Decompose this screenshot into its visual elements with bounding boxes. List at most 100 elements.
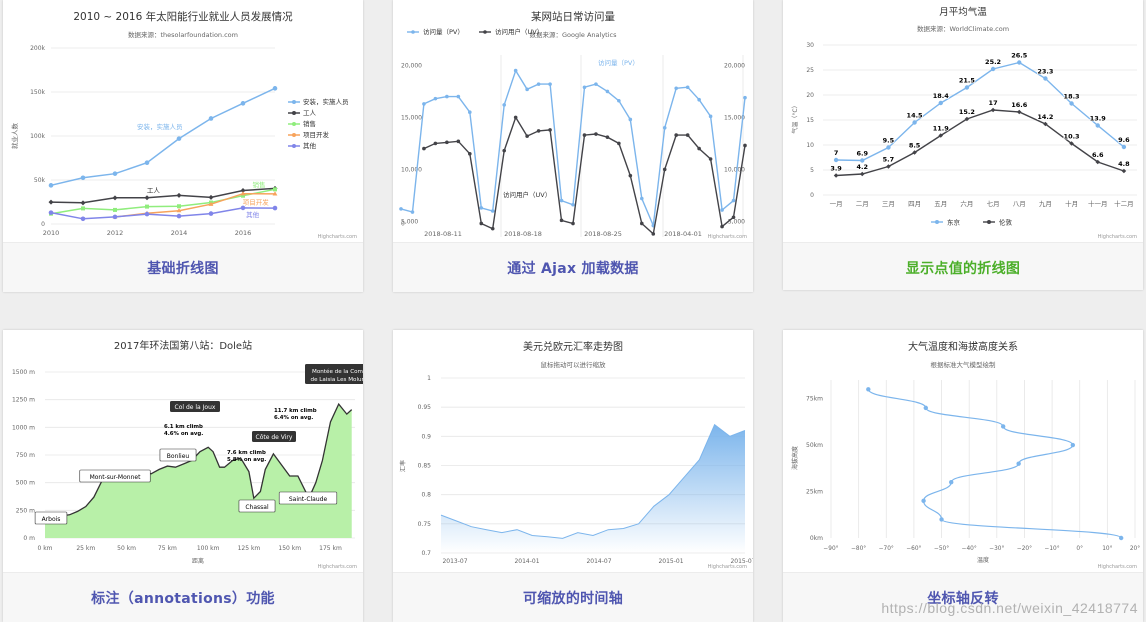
- chart-title: 某网站日常访问量: [531, 10, 615, 23]
- y-tick-label-right: 20,000: [724, 62, 745, 69]
- y-tick-label: 0km: [810, 535, 823, 542]
- y-tick-label-left: 5,000: [401, 218, 418, 225]
- data-point: [582, 85, 587, 90]
- data-label: 4.2: [856, 163, 868, 171]
- data-label: 9.6: [1118, 136, 1130, 144]
- x-tick-label: 2015-07: [730, 558, 753, 565]
- x-tick-label: 二月: [856, 200, 869, 208]
- data-point: [731, 215, 736, 220]
- x-tick-label: 2018-08-25: [584, 230, 622, 238]
- annotation-box: [79, 469, 151, 483]
- annotation-label: Mont-sur-Monnet: [90, 474, 141, 481]
- data-point: [502, 148, 506, 153]
- data-point: [1095, 123, 1100, 128]
- data-label: 17: [989, 99, 998, 107]
- data-point: [720, 224, 724, 229]
- data-point: [479, 221, 484, 226]
- data-point: [112, 214, 118, 220]
- x-tick-label: −50°: [934, 546, 949, 552]
- x-tick-label: 100 km: [197, 545, 220, 552]
- data-point: [685, 85, 690, 90]
- series-line: [400, 68, 746, 229]
- data-point: [240, 101, 246, 106]
- x-tick-label: 2012: [107, 229, 124, 237]
- chart-card-zoomable[interactable]: 美元兑欧元汇率走势图 鼠标拖动可以进行缩放 0.7 0.75 0.8 0.85 0.9 0.9…: [393, 330, 753, 622]
- data-point: [990, 66, 996, 72]
- data-point: [240, 205, 246, 211]
- data-label: 6.6: [1092, 151, 1104, 159]
- data-label: 10.3: [1064, 133, 1080, 141]
- data-point: [176, 192, 182, 198]
- y-tick-label: 50km: [806, 442, 823, 449]
- x-tick-label: 2018-08-11: [424, 230, 462, 238]
- annotation-label: Arbois: [42, 516, 61, 523]
- data-point: [399, 207, 403, 211]
- series-annotation: 销售: [253, 180, 266, 189]
- chart-card-annotations[interactable]: 2017年环法国第八站：Dole站 0 m 250 m 500 m 750 m 1000 …: [3, 330, 363, 622]
- peak-label-box: [305, 364, 363, 384]
- legend-item: 项目开发: [303, 130, 330, 139]
- x-tick-label: −60°: [906, 546, 921, 552]
- x-tick-label: 十月: [1065, 199, 1078, 208]
- data-point: [433, 96, 438, 101]
- data-point: [1121, 144, 1127, 150]
- annotation-box: [238, 499, 276, 513]
- chart-card-inverted[interactable]: 大气温度和海拔高度关系 根据标准大气模型绘制 −90° −80° −70° −60° −50…: [783, 330, 1143, 622]
- y-axis-title: 汇率: [399, 460, 407, 472]
- data-point: [513, 68, 518, 73]
- y-axis-title: 海拔高度: [791, 446, 799, 470]
- y-tick-label-left: 0: [401, 220, 405, 227]
- data-label: 23.3: [1037, 68, 1053, 76]
- data-point: [445, 94, 449, 99]
- series-annotation: 访问量（PV）: [598, 58, 639, 67]
- card-caption[interactable]: 通过 Ajax 加载数据: [393, 242, 753, 292]
- data-point: [1017, 60, 1022, 65]
- chart-credit: Highcharts.com: [708, 564, 747, 570]
- legend-marker: [292, 144, 296, 148]
- y-tick-label: 75km: [806, 396, 823, 403]
- chart-title: 2017年环法国第八站：Dole站: [114, 339, 252, 352]
- x-tick-label: −90°: [823, 546, 838, 552]
- x-tick-label: 九月: [1039, 199, 1052, 208]
- y-tick-label-right: 10,000: [724, 166, 745, 173]
- x-tick-label: 六月: [960, 199, 973, 208]
- peak-label: Côte de Viry: [256, 434, 293, 441]
- data-point: [113, 207, 117, 212]
- x-tick-label: 0 km: [37, 545, 52, 552]
- card-caption[interactable]: 可缩放的时间轴: [393, 572, 753, 622]
- data-point: [272, 191, 278, 196]
- x-tick-label: 20°: [1130, 546, 1140, 552]
- data-point: [886, 164, 891, 169]
- y-tick-label-right: 5,000: [728, 218, 745, 225]
- legend-item: 工人: [303, 109, 317, 117]
- chart-card-ajax[interactable]: 某网站日常访问量 数据来源：Google Analytics 2018-08-11 2…: [393, 0, 753, 292]
- peak-label: Montée de la Combe: [312, 368, 363, 375]
- card-caption[interactable]: 标注（annotations）功能: [3, 572, 363, 622]
- data-point: [743, 95, 747, 100]
- data-point: [144, 160, 150, 166]
- card-caption[interactable]: 显示点值的折线图: [783, 242, 1143, 290]
- x-tick-label: 50 km: [117, 545, 136, 552]
- data-point: [422, 102, 426, 106]
- card-caption[interactable]: 坐标轴反转: [783, 572, 1143, 622]
- data-point: [273, 187, 277, 192]
- data-point: [112, 171, 118, 176]
- y-tick-label: 1: [427, 375, 431, 382]
- data-point: [860, 158, 865, 163]
- legend-marker: [411, 30, 415, 34]
- x-tick-label: 125 km: [238, 545, 261, 552]
- series-line: [836, 61, 1125, 162]
- card-caption[interactable]: 基础折线图: [3, 242, 363, 292]
- x-tick-label: 2013-07: [442, 558, 467, 565]
- y-tick-label: 150k: [30, 89, 45, 96]
- data-label: 25.2: [985, 58, 1001, 66]
- x-tick-label: −70°: [879, 546, 894, 552]
- data-point: [468, 110, 472, 114]
- chart-card-basic-line[interactable]: 2010 ~ 2016 年太阳能行业就业人员发展情况 数据来源：thesolarf…: [3, 0, 363, 292]
- data-point: [456, 94, 461, 99]
- data-point: [938, 100, 943, 106]
- data-point: [240, 187, 246, 193]
- chart-card-point-values[interactable]: 月平均气温 数据来源：WorldClimate.com 0 5 10 15 20 25 30 气温…: [783, 0, 1143, 290]
